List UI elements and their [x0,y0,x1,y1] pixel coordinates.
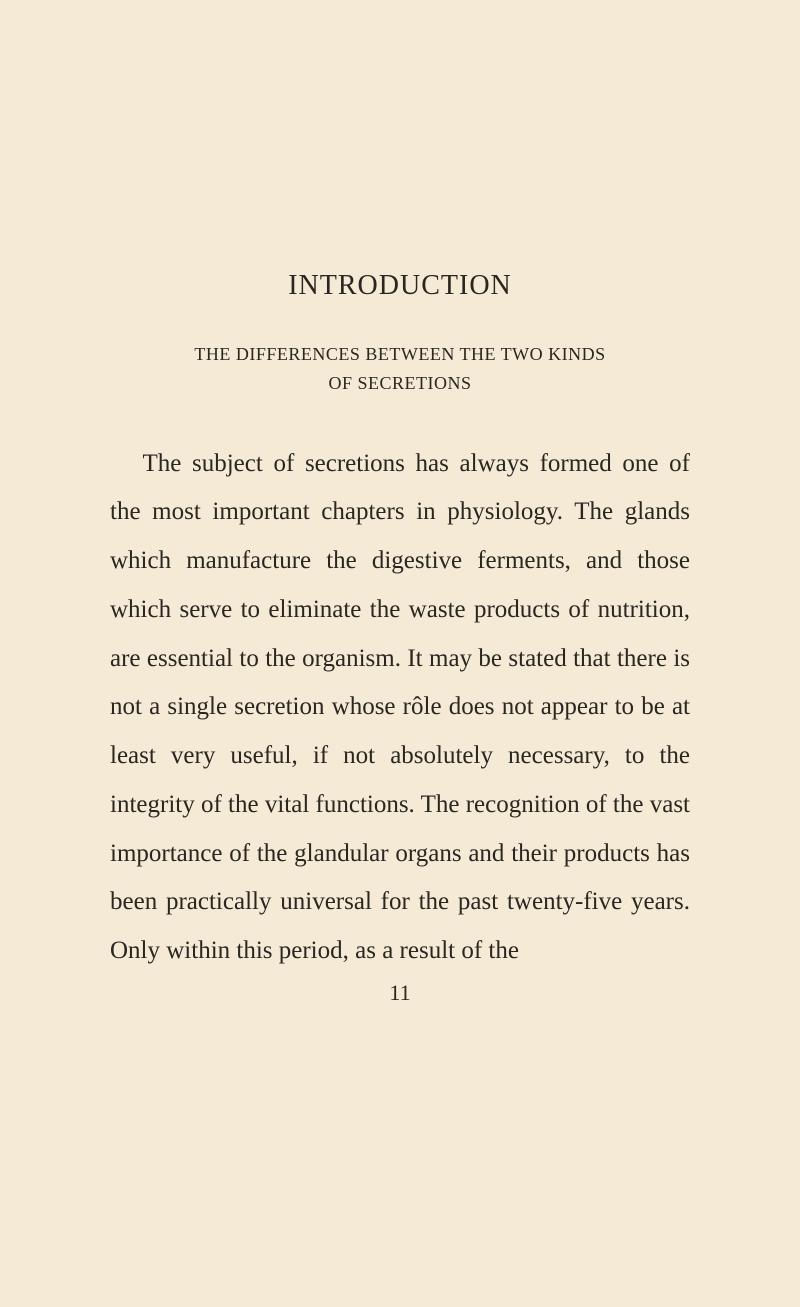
section-title-line-1: THE DIFFERENCES BETWEEN THE TWO KINDS [194,344,605,364]
body-paragraph: The subject of secretions has always for… [110,440,690,976]
section-title: THE DIFFERENCES BETWEEN THE TWO KINDS OF… [110,340,690,398]
section-title-line-2: OF SECRETIONS [328,373,471,393]
document-page: INTRODUCTION THE DIFFERENCES BETWEEN THE… [0,0,800,1086]
chapter-title: INTRODUCTION [110,270,690,302]
page-number: 11 [110,980,690,1006]
